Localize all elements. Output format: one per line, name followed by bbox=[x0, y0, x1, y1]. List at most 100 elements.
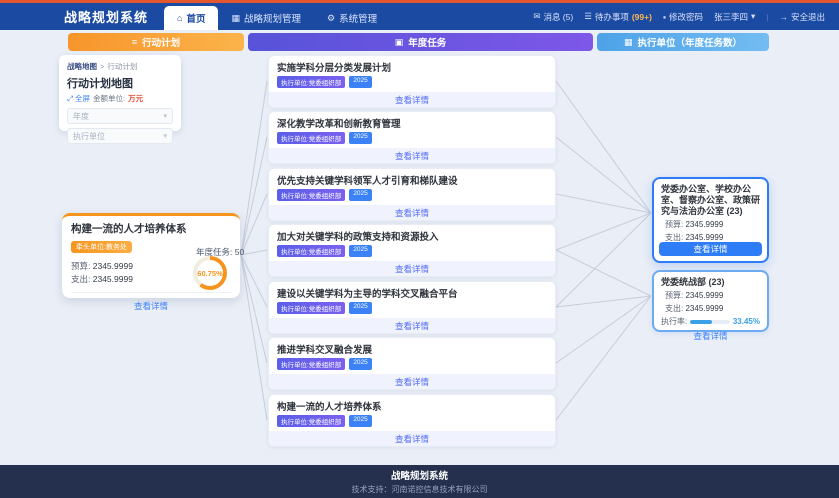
todo-button[interactable]: ☰ 待办事项 (99+) bbox=[584, 11, 652, 23]
task-title: 构建一流的人才培养体系 bbox=[277, 402, 382, 413]
task-card: 推进学科交叉融合发展 执行单位:党委组织部 2025 预算: 2345.9999… bbox=[268, 337, 556, 390]
amount-unit-value: 万元 bbox=[128, 94, 144, 103]
rate-row: 执行率: 33.45% bbox=[661, 316, 760, 327]
task-title: 加大对关键学科的政策支持和资源投入 bbox=[277, 232, 439, 243]
tab-system-management[interactable]: ⚙ 系统管理 bbox=[314, 6, 390, 30]
year-select[interactable]: 年度 ▾ bbox=[67, 108, 173, 124]
year-badge: 2025 bbox=[349, 76, 372, 88]
spend-label: 支出: bbox=[665, 304, 684, 313]
view-details-link[interactable]: 查看详情 bbox=[269, 374, 555, 389]
task-title: 实施学科分层分类发展计划 bbox=[277, 63, 392, 74]
connector-line bbox=[555, 295, 652, 421]
view-details-link[interactable]: 查看详情 bbox=[269, 92, 555, 107]
exec-unit-card[interactable]: 党委办公室、学校办公室、督察办公室、政策研究与法治办公室 (23) 预算: 23… bbox=[652, 177, 769, 263]
view-details-button[interactable]: 查看详情 bbox=[659, 242, 762, 256]
building-icon: ▦ bbox=[623, 36, 633, 47]
column-header-action-plan: ≡ 行动计划 bbox=[68, 33, 244, 51]
tab-home[interactable]: ⌂ 首页 bbox=[164, 6, 219, 30]
tab-strategic-planning[interactable]: ▦ 战略规划管理 bbox=[218, 6, 314, 30]
exec-unit-badge: 执行单位:党委组织部 bbox=[277, 132, 346, 144]
task-badges: 执行单位:党委组织部 2025 bbox=[277, 245, 547, 257]
exec-unit-select[interactable]: 执行单位 ▾ bbox=[67, 128, 173, 144]
view-details-link[interactable]: 查看详情 bbox=[269, 148, 555, 163]
column-header-annual-task: ▣ 年度任务 bbox=[248, 33, 593, 51]
connector-line bbox=[555, 295, 652, 364]
view-details-link[interactable]: 查看详情 bbox=[269, 205, 555, 220]
navbar-right: ✉ 消息 (5) ☰ 待办事项 (99+) ▪ 修改密码 张三李四 ▾ | → … bbox=[533, 11, 825, 23]
year-badge: 2025 bbox=[349, 358, 372, 370]
top-accent-strip bbox=[0, 0, 839, 3]
task-badges: 执行单位:党委组织部 2025 bbox=[277, 76, 547, 88]
logout-button[interactable]: → 安全退出 bbox=[779, 11, 825, 23]
logout-icon: → bbox=[779, 11, 788, 22]
amount-unit-label: 金额单位: bbox=[93, 94, 126, 103]
footer-title: 战略规划系统 bbox=[390, 471, 448, 482]
fullscreen-button[interactable]: ⤢ 全屏 bbox=[67, 93, 90, 104]
connector-line bbox=[240, 254, 268, 364]
task-card: 加大对关键学科的政策支持和资源投入 执行单位:党委组织部 2025 预算: 23… bbox=[268, 224, 556, 277]
connector-line bbox=[240, 254, 268, 308]
view-details-link[interactable]: 查看详情 bbox=[693, 331, 728, 341]
tab-strategic-planning-label: 战略规划管理 bbox=[243, 14, 301, 25]
page-footer: 战略规划系统 技术支持：河南诺控信息技术有限公司 bbox=[0, 465, 839, 498]
task-card: 构建一流的人才培养体系 执行单位:党委组织部 2025 预算: 2345.999… bbox=[268, 394, 556, 447]
connector-line bbox=[240, 193, 268, 256]
exec-unit-badge: 执行单位:党委组织部 bbox=[277, 189, 346, 201]
exec-unit-badge: 执行单位:党委组织部 bbox=[277, 358, 346, 370]
task-title: 深化教学改革和创新教育管理 bbox=[277, 119, 401, 130]
rate-label: 执行率: bbox=[661, 317, 688, 326]
user-menu[interactable]: 张三李四 ▾ bbox=[714, 11, 755, 23]
year-badge: 2025 bbox=[349, 415, 372, 427]
connector-line bbox=[240, 80, 268, 256]
lead-unit-badge: 牵头单位:教务处 bbox=[71, 241, 132, 253]
navbar: 战略规划系统 ⌂ 首页 ▦ 战略规划管理 ⚙ 系统管理 ✉ 消息 (5) ☰ 待… bbox=[0, 3, 839, 30]
spend-label: 支出: bbox=[71, 274, 91, 284]
breadcrumb-current: 行动计划 bbox=[107, 62, 138, 71]
view-details-link[interactable]: 查看详情 bbox=[269, 318, 555, 333]
exec-unit-badge: 执行单位:党委组织部 bbox=[277, 245, 346, 257]
todo-count-badge: (99+) bbox=[631, 11, 652, 22]
breadcrumb-strategy-map-link[interactable]: 战略地图 bbox=[67, 62, 97, 71]
budget-row: 预算: 2345.9999 bbox=[661, 219, 760, 230]
change-password-button[interactable]: ▪ 修改密码 bbox=[663, 11, 703, 23]
budget-row: 预算: 2345.9999 bbox=[71, 260, 133, 273]
connector-line bbox=[555, 212, 652, 251]
budget-value: 2345.9999 bbox=[92, 261, 133, 271]
chevron-down-icon: ▾ bbox=[163, 113, 167, 120]
system-icon: ⚙ bbox=[327, 12, 336, 23]
connector-line bbox=[555, 249, 652, 297]
exec-unit-card[interactable]: 党委统战部 (23) 预算: 2345.9999 支出: 2345.9999 执… bbox=[652, 270, 769, 341]
task-card: 优先支持关键学科领军人才引育和梯队建设 执行单位:党委组织部 2025 预算: … bbox=[268, 168, 556, 221]
todo-icon: ☰ bbox=[584, 11, 592, 21]
todo-label: 待办事项 bbox=[594, 11, 629, 22]
action-plan-stats: 预算: 2345.9999 支出: 2345.9999 bbox=[71, 260, 133, 286]
connector-line bbox=[555, 295, 652, 308]
task-badges: 执行单位:党委组织部 2025 bbox=[277, 302, 547, 314]
task-badges: 执行单位:党委组织部 2025 bbox=[277, 358, 547, 370]
exec-unit-title: 党委办公室、学校办公室、督察办公室、政策研究与法治办公室 (23) bbox=[661, 184, 761, 216]
action-plan-footer: 查看详情 bbox=[71, 292, 231, 314]
task-card: 建设以关键学科为主导的学科交叉融合平台 执行单位:党委组织部 2025 预算: … bbox=[268, 281, 556, 334]
column-header-exec-unit-label: 执行单位（年度任务数） bbox=[637, 38, 743, 49]
task-title: 优先支持关键学科领军人才引育和梯队建设 bbox=[277, 176, 458, 187]
messages-button[interactable]: ✉ 消息 (5) bbox=[533, 11, 573, 23]
view-details-link[interactable]: 查看详情 bbox=[269, 261, 555, 276]
connector-line bbox=[240, 249, 268, 256]
year-badge: 2025 bbox=[349, 189, 372, 201]
connector-line bbox=[555, 212, 652, 308]
exec-unit-select-placeholder: 执行单位 bbox=[73, 131, 105, 141]
planning-icon: ▦ bbox=[231, 12, 240, 23]
spend-value: 2345.9999 bbox=[92, 274, 133, 284]
action-plan-body: 预算: 2345.9999 支出: 2345.9999 60.75% bbox=[71, 256, 231, 290]
divider: | bbox=[766, 11, 769, 22]
task-badges: 执行单位:党委组织部 2025 bbox=[277, 132, 547, 144]
budget-label: 预算: bbox=[665, 220, 684, 229]
spend-row: 支出: 2345.9999 bbox=[661, 232, 760, 243]
page-title: 行动计划地图 bbox=[67, 78, 133, 90]
view-details-link[interactable]: 查看详情 bbox=[133, 301, 168, 311]
year-badge: 2025 bbox=[349, 132, 372, 144]
filter-toolbar: ⤢ 全屏 金额单位: 万元 bbox=[67, 93, 173, 104]
year-select-placeholder: 年度 bbox=[73, 111, 89, 121]
task-badges: 执行单位:党委组织部 2025 bbox=[277, 415, 547, 427]
view-details-link[interactable]: 查看详情 bbox=[269, 431, 555, 446]
